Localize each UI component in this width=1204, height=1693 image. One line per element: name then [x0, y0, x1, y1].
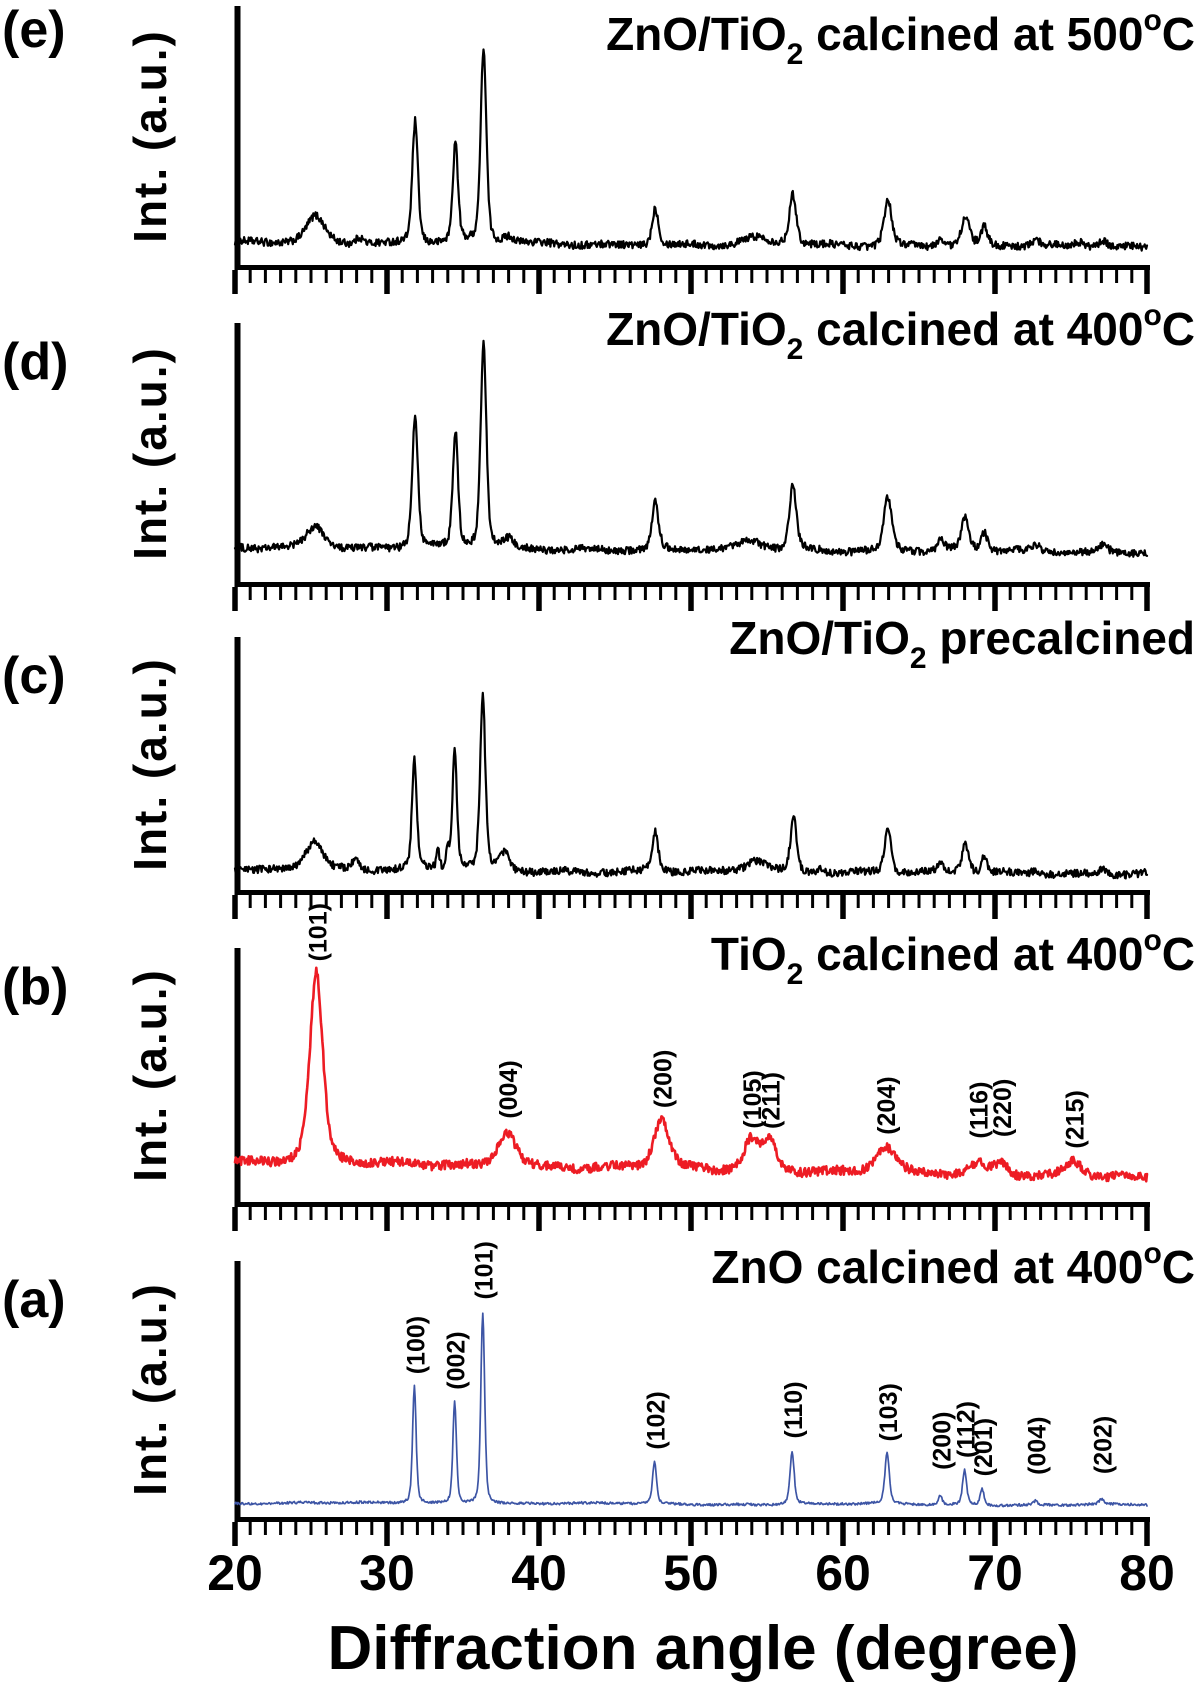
- title-part-sub: 2: [786, 958, 804, 991]
- peak-label: (204): [873, 1076, 901, 1134]
- peak-label: (220): [989, 1079, 1017, 1137]
- peak-label: (201): [970, 1418, 998, 1476]
- title-part-sub: 2: [786, 38, 804, 71]
- panel-title-c: ZnO/TiO2 precalcined: [729, 613, 1195, 675]
- peak-label: (215): [1061, 1090, 1089, 1148]
- x-tick-label: 70: [967, 1545, 1023, 1601]
- panel-title-b: TiO2 calcined at 400oC: [711, 924, 1195, 991]
- peak-label: (200): [649, 1050, 677, 1108]
- peak-label: (100): [402, 1316, 430, 1374]
- x-tick-label: 50: [663, 1545, 719, 1601]
- peak-label: (004): [495, 1060, 523, 1118]
- title-part-sub: 2: [786, 333, 804, 366]
- title-part: TiO: [710, 928, 787, 980]
- title-part: precalcined: [926, 612, 1195, 664]
- title-part: calcined at 400: [803, 928, 1144, 980]
- xrd-plot-d: [232, 323, 1150, 611]
- title-part: calcined at 500: [803, 8, 1144, 60]
- xrd-plot-c: [232, 637, 1150, 919]
- title-part: C: [1161, 8, 1195, 60]
- peak-label: (202): [1089, 1416, 1117, 1474]
- title-part-sub: 2: [909, 642, 927, 675]
- panel-title-a: ZnO calcined at 400oC: [711, 1237, 1195, 1293]
- peak-label: (102): [643, 1391, 671, 1449]
- peak-label: (110): [780, 1381, 808, 1438]
- title-part: calcined at 400: [803, 303, 1144, 355]
- title-part: ZnO/TiO: [606, 303, 787, 355]
- x-axis-title: Diffraction angle (degree): [327, 1614, 1079, 1683]
- peak-label: (200): [928, 1412, 956, 1470]
- xrd-plot-b: (101) (004) (200) (105)(211) (204) (116)(220)…: [232, 903, 1150, 1231]
- x-tick-label: 60: [815, 1545, 871, 1601]
- peak-label: (004): [1023, 1417, 1051, 1475]
- title-part-sup: o: [1143, 924, 1162, 957]
- x-tick-label: 40: [511, 1545, 567, 1601]
- peak-label: (116): [966, 1082, 994, 1139]
- title-part-sup: o: [1143, 4, 1162, 37]
- panel-letter-b: (b): [2, 958, 69, 1016]
- panel-letter-e: (e): [2, 1, 66, 59]
- title-part: ZnO/TiO: [606, 8, 787, 60]
- x-tick-label: 80: [1119, 1545, 1175, 1601]
- title-part: C: [1161, 1241, 1195, 1293]
- peak-label: (101): [304, 903, 332, 961]
- xrd-plot-e: [232, 6, 1150, 294]
- title-part: ZnO/TiO: [729, 612, 910, 664]
- title-part: ZnO calcined at 400: [711, 1241, 1144, 1293]
- panel-title-e: ZnO/TiO2 calcined at 500oC: [606, 4, 1195, 71]
- panel-letter-a: (a): [2, 1271, 66, 1329]
- peak-label: (211): [757, 1072, 785, 1129]
- title-part-sup: o: [1143, 1237, 1162, 1270]
- title-part: C: [1161, 303, 1195, 355]
- panel-letter-d: (d): [2, 333, 69, 391]
- panel-letter-c: (c): [2, 647, 66, 705]
- title-part-sup: o: [1143, 299, 1162, 332]
- peak-label: (002): [443, 1331, 471, 1389]
- x-tick-label: 30: [359, 1545, 415, 1601]
- x-tick-label: 20: [207, 1545, 263, 1601]
- peak-label: (112): [953, 1401, 981, 1458]
- panel-title-d: ZnO/TiO2 calcined at 400oC: [606, 299, 1195, 366]
- title-part: C: [1161, 928, 1195, 980]
- peak-label: (105): [739, 1070, 767, 1128]
- xrd-plot-a: (100) (002) (101) (102) (110) (103) (200)(112)…: [232, 1241, 1150, 1546]
- peak-label: (101): [471, 1241, 499, 1299]
- peak-label: (103): [875, 1383, 903, 1441]
